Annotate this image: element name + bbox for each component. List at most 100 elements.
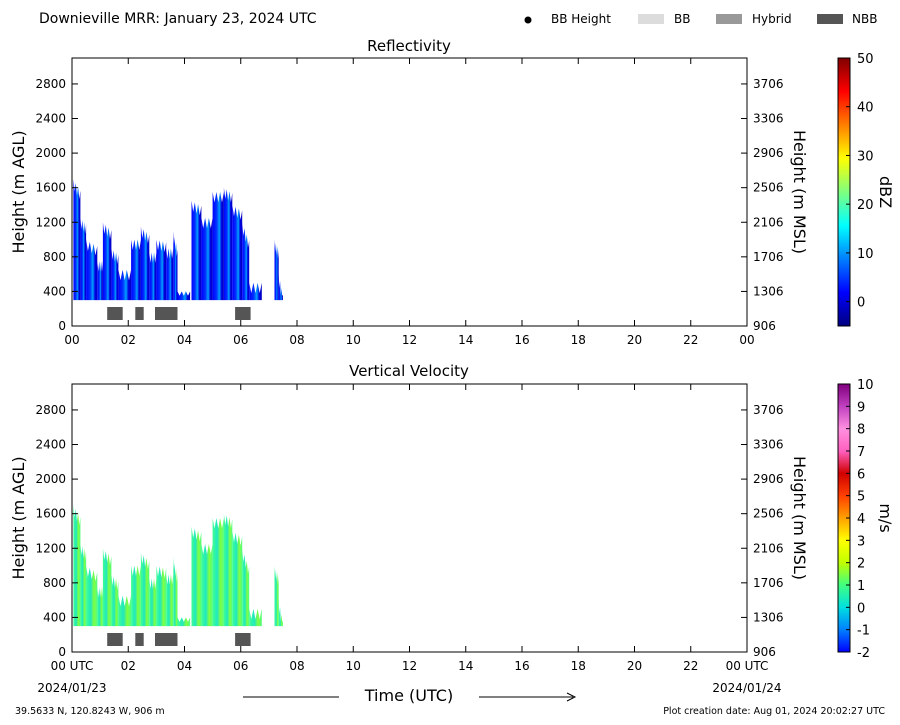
velocity-y-tick-label: 800 — [43, 576, 66, 590]
reflectivity-y-right-tick-label: 1706 — [753, 250, 784, 264]
reflectivity-echo-column — [149, 252, 157, 301]
reflectivity-y-label: Height (m AGL) — [9, 130, 28, 253]
velocity-echo-column — [111, 574, 119, 627]
velocity-echo-column — [156, 565, 167, 627]
velocity-y-tick-label: 2800 — [35, 403, 66, 417]
velocity-x-ticks: 00 UTC 02 04 06 08 10 12 14 16 18 20 22 00 UTC — [51, 384, 769, 673]
reflectivity-y-right-tick-label: 2106 — [753, 215, 784, 229]
reflectivity-colorbar-tick-label: 0 — [857, 296, 865, 311]
reflectivity-y-ticks-right: 906 1306 1706 2106 2506 2906 3306 3706 — [741, 77, 784, 333]
reflectivity-x-ticks: 00 02 04 06 08 10 12 14 16 18 20 22 00 — [64, 58, 755, 347]
velocity-x-tick-label: 14 — [458, 659, 473, 673]
reflectivity-echo-column — [166, 248, 174, 301]
reflectivity-colorbar-tick-label: 30 — [857, 149, 874, 164]
reflectivity-x-tick-label: 18 — [571, 333, 586, 347]
velocity-echo-column — [97, 587, 103, 627]
velocity-x-tick-label: 06 — [233, 659, 248, 673]
reflectivity-y-tick-label: 0 — [58, 319, 66, 333]
velocity-colorbar-ticks: -2 -1 0 1 2 3 4 5 6 7 8 9 10 — [846, 378, 874, 661]
legend-bb-swatch — [638, 14, 664, 24]
legend-hybrid-label: Hybrid — [752, 12, 792, 26]
velocity-echo-column — [140, 552, 150, 627]
reflectivity-x-tick-label: 12 — [402, 333, 417, 347]
velocity-y-right-tick-label: 906 — [753, 645, 776, 659]
velocity-echo-column — [274, 565, 279, 627]
reflectivity-x-tick-label: 22 — [683, 333, 698, 347]
velocity-echo-column — [131, 565, 141, 627]
velocity-nbb-bar — [155, 633, 178, 646]
velocity-x-tick-label: 00 UTC — [726, 659, 769, 673]
velocity-echo-column — [278, 600, 283, 627]
x-label-arrow-head — [566, 692, 577, 702]
reflectivity-y-right-tick-label: 906 — [753, 319, 776, 333]
reflectivity-x-tick-label: 02 — [121, 333, 136, 347]
reflectivity-x-tick-label: 14 — [458, 333, 473, 347]
velocity-x-tick-label: 04 — [177, 659, 192, 673]
velocity-echo-column — [232, 531, 243, 627]
legend-nbb-swatch — [817, 14, 843, 24]
figure-title: Downieville MRR: January 23, 2024 UTC — [39, 11, 317, 27]
velocity-echo-column — [73, 505, 81, 627]
reflectivity-echo-column — [191, 200, 202, 301]
reflectivity-nbb-bar — [107, 307, 123, 320]
reflectivity-y-tick-label: 2800 — [35, 77, 66, 91]
reflectivity-colorbar-tick-label: 20 — [857, 198, 874, 213]
velocity-y-ticks: 0 400 800 1200 1600 2000 2400 2800 — [35, 403, 78, 659]
velocity-echo — [73, 505, 283, 627]
velocity-y-right-tick-label: 3306 — [753, 438, 784, 452]
reflectivity-title: Reflectivity — [367, 37, 451, 55]
reflectivity-x-tick-label: 06 — [233, 333, 248, 347]
reflectivity-y-right-tick-label: 1306 — [753, 284, 784, 298]
velocity-echo-column — [149, 578, 157, 627]
velocity-echo-column — [242, 548, 250, 627]
velocity-panel: Vertical Velocity 00 UTC 02 04 06 08 10 12 14 16… — [9, 362, 895, 673]
reflectivity-y-tick-label: 2400 — [35, 112, 66, 126]
reflectivity-echo-column — [201, 217, 213, 301]
velocity-y-label: Height (m AGL) — [9, 456, 28, 579]
velocity-colorbar-tick-label: -1 — [857, 624, 870, 639]
reflectivity-echo-column — [232, 205, 243, 301]
velocity-x-tick-label: 02 — [121, 659, 136, 673]
reflectivity-y-right-tick-label: 3306 — [753, 112, 784, 126]
reflectivity-colorbar-tick-label: 40 — [857, 101, 874, 116]
reflectivity-echo-column — [212, 192, 224, 301]
velocity-y-tick-label: 400 — [43, 610, 66, 624]
reflectivity-echo — [73, 179, 283, 301]
reflectivity-y-right-tick-label: 3706 — [753, 77, 784, 91]
velocity-x-tick-label: 20 — [627, 659, 642, 673]
reflectivity-y-tick-label: 1200 — [35, 215, 66, 229]
reflectivity-y-tick-label: 400 — [43, 284, 66, 298]
legend: BB Height BB Hybrid NBB — [524, 12, 877, 26]
reflectivity-y-ticks: 0 400 800 1200 1600 2000 2400 2800 — [35, 77, 78, 333]
velocity-echo-column — [212, 518, 224, 627]
velocity-x-tick-label: 22 — [683, 659, 698, 673]
reflectivity-echo-column — [102, 222, 112, 301]
reflectivity-echo-column — [274, 239, 279, 301]
velocity-colorbar-tick-label: 10 — [857, 378, 874, 393]
velocity-nbb-bar — [107, 633, 123, 646]
reflectivity-echo-column — [111, 248, 119, 301]
reflectivity-echo-column — [97, 261, 103, 301]
velocity-title: Vertical Velocity — [349, 362, 469, 380]
x-start-date: 2024/01/23 — [37, 681, 106, 695]
velocity-x-tick-label: 16 — [514, 659, 529, 673]
velocity-colorbar-tick-label: 5 — [857, 490, 865, 505]
velocity-echo-column — [249, 608, 262, 627]
reflectivity-y-right-tick-label: 2906 — [753, 146, 784, 160]
velocity-echo-column — [173, 556, 178, 627]
velocity-echo-column — [201, 543, 213, 627]
velocity-y-right-tick-label: 1306 — [753, 610, 784, 624]
legend-bb-label: BB — [674, 12, 690, 26]
velocity-colorbar-tick-label: 1 — [857, 579, 865, 594]
velocity-y-right-tick-label: 2106 — [753, 541, 784, 555]
velocity-echo-column — [191, 526, 202, 627]
velocity-echo-column — [166, 574, 174, 627]
x-axis-label: Time (UTC) — [364, 686, 453, 705]
velocity-colorbar-tick-label: 8 — [857, 423, 865, 438]
reflectivity-echo-column — [86, 239, 98, 301]
velocity-y-right-tick-label: 3706 — [753, 403, 784, 417]
reflectivity-echo-column — [73, 179, 81, 301]
reflectivity-x-tick-label: 00 — [64, 333, 79, 347]
reflectivity-panel: Reflectivity 00 02 04 06 08 10 12 14 16 18 20 22 00 … — [9, 37, 895, 347]
reflectivity-echo-column — [177, 291, 191, 301]
